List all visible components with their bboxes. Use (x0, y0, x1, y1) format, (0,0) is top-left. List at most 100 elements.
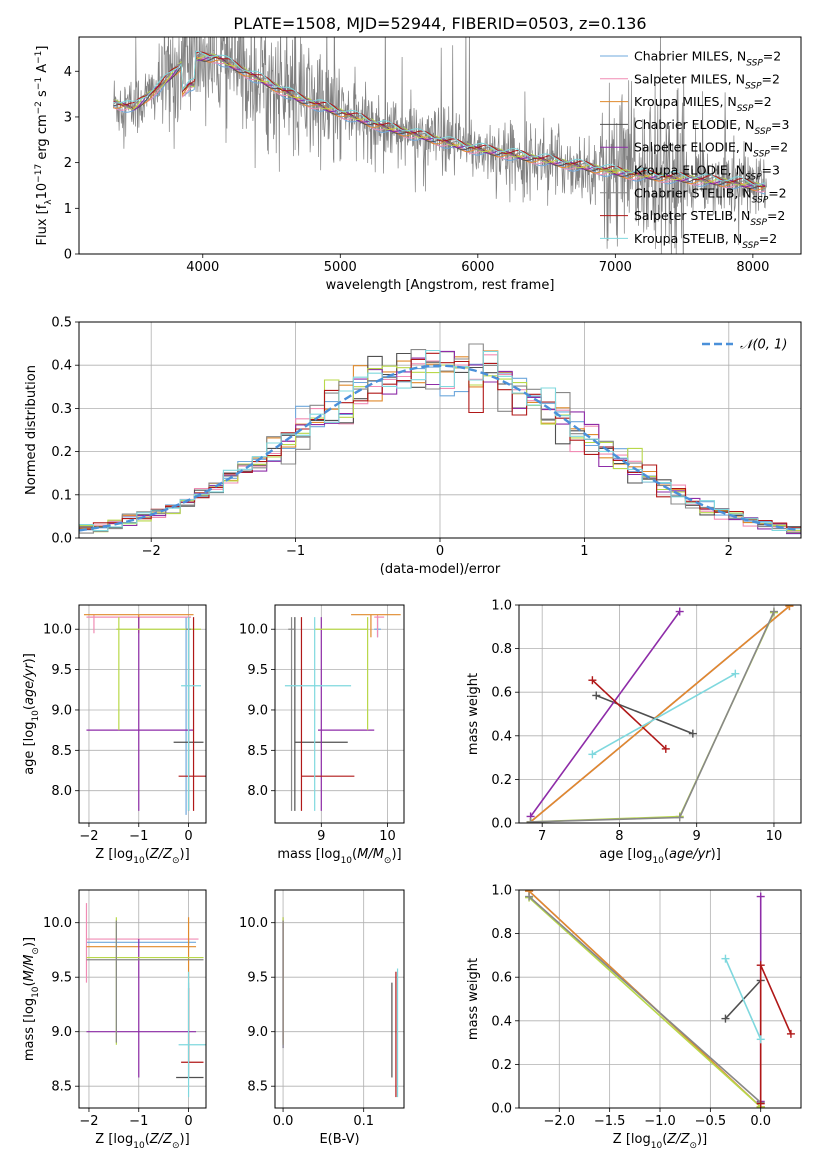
weight-line (529, 611, 681, 817)
histogram-step (79, 349, 801, 535)
legend-label: Chabrier STELIB, NSSP=2 (634, 185, 787, 205)
errorbar-marker (178, 971, 206, 1098)
axes-frame (78, 604, 207, 824)
x-tick-label: 8000 (736, 260, 769, 275)
chart-residuals: 𝒩(0, 1) −2 −1 0 1 2 0.0 0.1 0.2 0.3 0.4 0.5 (data-mo… (24, 316, 802, 577)
axes-frame (78, 889, 207, 1109)
x-tick-label: −0.5 (695, 1114, 727, 1129)
legend-label: Chabrier ELODIE, NSSP=3 (634, 117, 789, 137)
weight-line (592, 673, 736, 755)
x-axis-label: mass [log10(M/M⊙)] (277, 847, 401, 866)
legend-label: Kroupa MILES, NSSP=2 (634, 94, 772, 114)
errorbar-marker (86, 920, 204, 1043)
errorbar-marker (374, 614, 385, 638)
weight-line (759, 964, 792, 1104)
normal-curve (79, 364, 799, 532)
errorbar-marker (300, 617, 355, 811)
weight-line (724, 958, 762, 1040)
y-tick-label: 1.0 (491, 884, 512, 899)
x-tick-label: 7000 (599, 260, 632, 275)
weight-line (596, 694, 694, 735)
x-axis-label: E(B-V) (319, 1132, 359, 1147)
weight-line (528, 897, 762, 1108)
errorbar-marker (85, 903, 199, 983)
x-tick-label: 0.1 (353, 1114, 374, 1129)
y-tick-label: 9.0 (51, 703, 72, 718)
x-tick-label: 0 (436, 544, 444, 559)
plus-marker (786, 1029, 795, 1038)
y-tick-label: 0.4 (491, 729, 512, 744)
plot-area (284, 614, 401, 811)
data-spectrum (113, 37, 767, 254)
chart-massweight_vs_age: 7 8 9 10 0.0 0.2 0.4 0.6 0.8 1.0 age [log10(age/yr… (466, 599, 802, 866)
model-line (113, 51, 766, 188)
plus-marker (588, 676, 597, 685)
y-tick-label: 0.2 (51, 445, 72, 460)
errorbar-marker (318, 617, 375, 811)
x-tick-label: 9 (693, 829, 701, 844)
y-axis-label: Flux [fλ10−17 erg cm−2 s−1 A−1] (34, 46, 54, 246)
y-tick-label: 8.5 (51, 744, 72, 759)
y-tick-label: 9.0 (247, 1025, 268, 1040)
y-tick-label: 0.2 (491, 1058, 512, 1073)
y-tick-label: 3 (64, 110, 72, 125)
y-tick-label: 0.8 (491, 927, 512, 942)
x-axis-label: (data-model)/error (380, 562, 501, 577)
y-tick-label: 0.4 (51, 359, 72, 374)
y-tick-label: 9.0 (51, 1025, 72, 1040)
y-tick-label: 10.0 (43, 916, 72, 931)
y-tick-label: 8.0 (247, 784, 268, 799)
chart-age_vs_Z: −2 −1 0 8.0 8.5 9.0 9.5 10.0 Z [log10(Z/Z⊙)] age … (22, 604, 207, 866)
y-tick-label: 1 (64, 202, 72, 217)
y-tick-label: 9.5 (51, 971, 72, 986)
x-tick-label: −1 (286, 544, 305, 559)
weight-line (530, 605, 790, 823)
y-tick-label: 1.0 (491, 599, 512, 614)
plus-marker (675, 813, 684, 822)
axes-frame (518, 604, 802, 824)
errorbar-marker (86, 617, 194, 811)
weight-line (591, 679, 667, 750)
x-tick-label: −2 (79, 1114, 98, 1129)
model-line (113, 56, 766, 191)
plus-marker (661, 744, 670, 753)
y-tick-label: 0.2 (491, 773, 512, 788)
x-tick-label: −1 (129, 1114, 148, 1129)
x-tick-label: 6000 (461, 260, 494, 275)
x-tick-label: −2.0 (543, 1114, 575, 1129)
plus-marker (721, 954, 730, 963)
errorbar-marker (178, 617, 206, 811)
legend-label: 𝒩(0, 1) (740, 338, 787, 353)
chart-age_vs_mass: 9 10 8.0 8.5 9.0 9.5 10.0 mass [log10(M/M⊙)] (239, 604, 405, 866)
plus-marker (756, 1035, 765, 1044)
legend-label: Chabrier MILES, NSSP=2 (634, 49, 781, 69)
y-tick-label: 9.5 (247, 663, 268, 678)
model-line (113, 52, 766, 189)
figure-title: PLATE=1508, MJD=52944, FIBERID=0503, z=0… (233, 14, 646, 33)
plot-area (83, 614, 206, 815)
errorbar-marker (86, 917, 204, 1045)
plot-area (282, 917, 399, 1098)
model-line (113, 50, 766, 186)
y-tick-label: 2 (64, 156, 72, 171)
plus-marker (688, 729, 697, 738)
x-tick-label: −2 (142, 544, 161, 559)
legend-label: Salpeter ELODIE, NSSP=2 (634, 140, 788, 160)
x-axis-label: wavelength [Angstrom, rest frame] (326, 278, 555, 293)
x-tick-label: 0.0 (273, 1114, 294, 1129)
axes-frame (274, 889, 405, 1109)
x-axis-label: Z [log10(Z/Z⊙)] (95, 847, 189, 866)
x-tick-label: 9 (317, 829, 325, 844)
y-axis-label: mass weight (466, 673, 481, 755)
plus-marker (592, 691, 601, 700)
y-tick-label: 0.4 (491, 1014, 512, 1029)
chart-mass_vs_EBV: 0.0 0.1 8.5 9.0 9.5 10.0 E(B-V) (239, 889, 405, 1147)
x-axis-label: Z [log10(Z/Z⊙)] (613, 1132, 707, 1151)
weight-line (528, 895, 762, 1104)
errorbar-marker (86, 940, 197, 945)
x-tick-label: 10 (379, 829, 396, 844)
legend: 𝒩(0, 1) (702, 338, 787, 353)
plot-area (79, 343, 801, 535)
x-tick-label: 2 (725, 544, 733, 559)
